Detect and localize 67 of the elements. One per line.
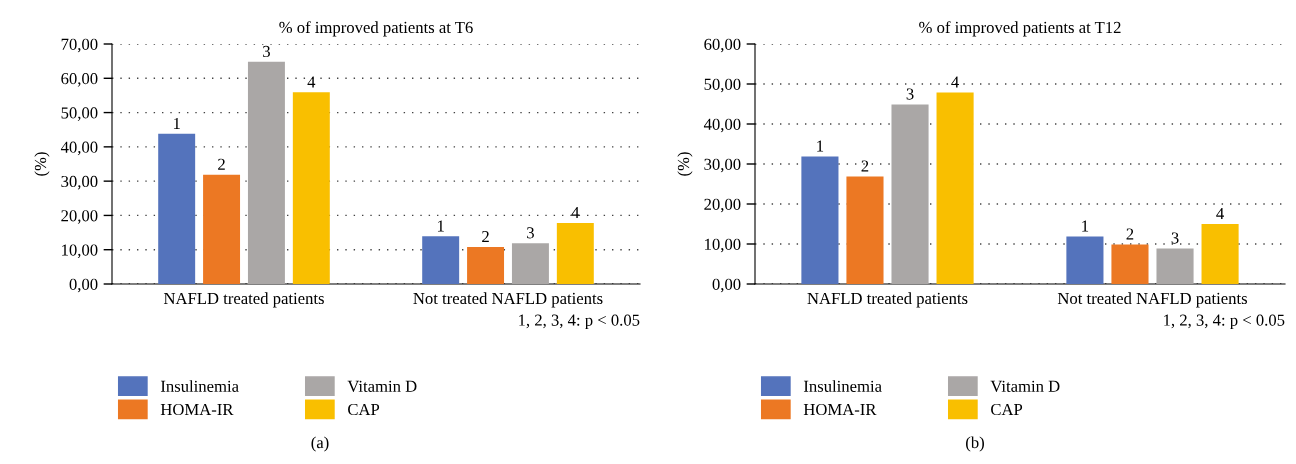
y-tick-label: 40,00 [60,141,98,156]
y-axis-title: (%) [677,152,693,176]
legend-label: CAP [348,403,380,416]
bar [936,92,974,284]
chart-title: % of improved patients at T12 [919,21,1121,37]
legend-label: Vitamin D [347,380,417,392]
bar [292,92,330,284]
y-tick-label: 70,00 [61,38,98,53]
bar [1201,224,1239,284]
legend-label: CAP [991,403,1023,416]
y-tick-label: 0,00 [712,278,741,293]
bar [158,133,196,284]
legend-label: HOMA-IR [803,403,877,416]
legend-label: Vitamin D [990,380,1060,392]
bar [801,156,839,284]
annotation: 2 [482,231,489,243]
y-tick-label: 20,00 [704,198,741,213]
text: (b) [966,436,984,452]
bar [891,104,929,284]
legend-label: Insulinemia [803,380,882,392]
y-tick-label: 10,00 [62,244,98,259]
text: 1, 2, 3, 4: p < 0.05 [1164,314,1285,330]
bar [846,176,884,284]
bar [1066,236,1104,284]
y-axis-title: (%) [34,152,50,176]
annotation: 4 [571,207,580,219]
annotation: 1 [1082,220,1089,232]
annotation: 4 [307,76,316,88]
bar [556,222,594,284]
y-tick-label: 0,00 [69,278,98,293]
annotation: 1 [437,220,444,232]
annotation: 4 [1216,208,1224,220]
annotation: 1 [817,140,824,152]
y-tick-label: 50,00 [704,78,741,93]
annotation: 2 [218,158,225,170]
y-tick-label: 30,00 [704,158,741,173]
bar [467,246,505,284]
annotation: 1 [173,117,180,129]
legend-label: Insulinemia [160,380,239,392]
bar [247,61,285,284]
bar [1111,244,1149,284]
bar [511,243,549,284]
y-tick-label: 30,00 [61,175,98,190]
annotation: 4 [951,76,959,88]
y-tick-label: 20,00 [61,210,98,224]
x-tick-label: Not treated NAFLD patients [1057,292,1248,308]
chart-title: % of improved patients at T6 [279,21,473,37]
legend-label: HOMA-IR [160,403,234,416]
annotation: 2 [861,160,869,172]
annotation: 2 [1126,228,1134,240]
x-tick-label: Not treated NAFLD patients [413,292,603,308]
text: 1, 2, 3, 4: p < 0.05 [519,314,640,330]
x-tick-label: NAFLD treated patients [807,292,968,308]
annotation: 3 [527,227,534,239]
y-tick-label: 60,00 [61,72,98,87]
y-tick-label: 10,00 [705,238,741,253]
annotation: 3 [1171,232,1179,244]
x-tick-label: NAFLD treated patients [163,292,324,308]
annotation: 3 [906,88,914,100]
y-tick-label: 50,00 [61,107,98,121]
annotation: 3 [263,45,270,58]
bar [203,174,241,284]
bar [422,236,460,284]
bar [1156,248,1194,284]
y-tick-label: 40,00 [703,118,741,133]
text: (a) [311,436,329,452]
y-tick-label: 60,00 [704,38,741,53]
